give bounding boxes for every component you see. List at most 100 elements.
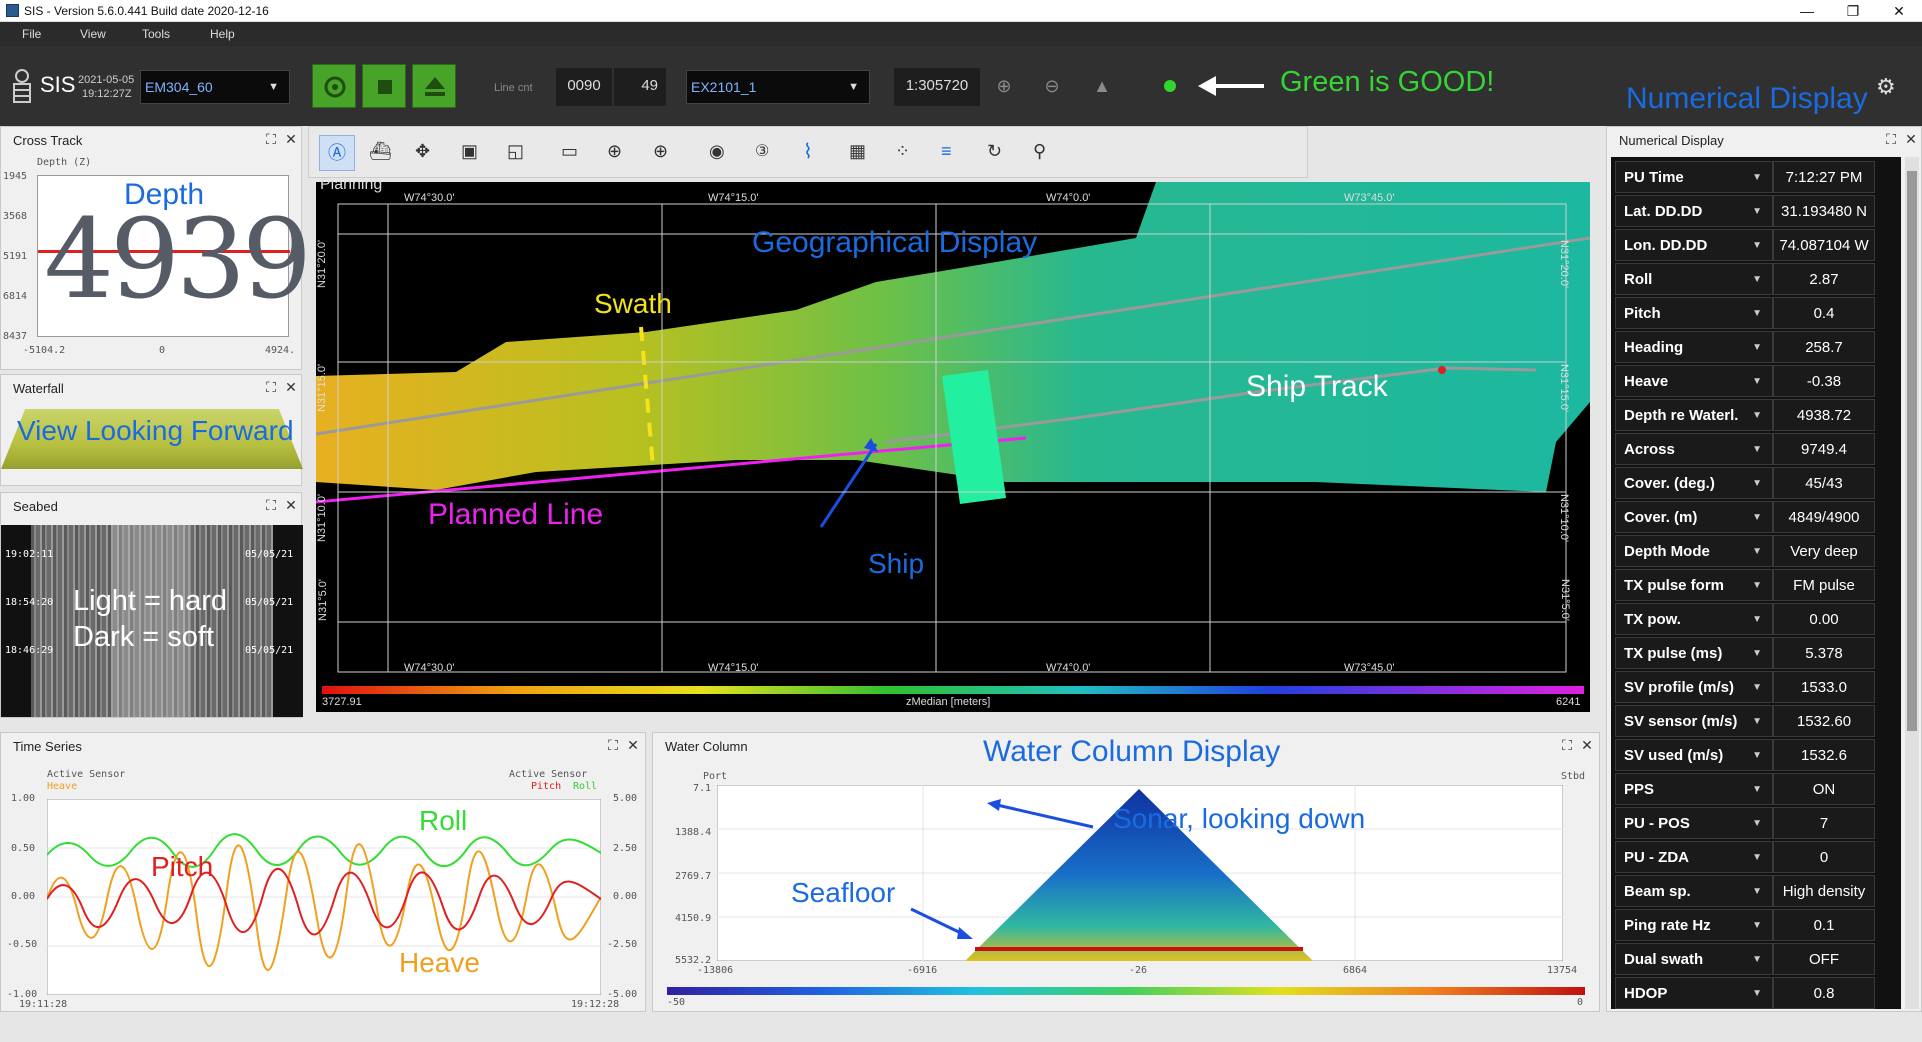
chevron-down-icon[interactable]: ▼ bbox=[1752, 920, 1762, 931]
numerical-row-label[interactable]: HDOP ▼ bbox=[1615, 977, 1773, 1009]
numerical-row-label[interactable]: SV profile (m/s) ▼ bbox=[1615, 671, 1773, 703]
close-icon[interactable]: ✕ bbox=[1905, 131, 1917, 147]
ship-icon[interactable]: ⛴ bbox=[369, 141, 392, 161]
numerical-row-label[interactable]: Ping rate Hz ▼ bbox=[1615, 909, 1773, 941]
menu-help[interactable]: Help bbox=[210, 27, 235, 41]
stop-button[interactable] bbox=[362, 64, 406, 108]
maximize-icon[interactable]: ⛶ bbox=[266, 497, 276, 513]
chevron-down-icon[interactable]: ▼ bbox=[1752, 682, 1762, 693]
chevron-down-icon[interactable]: ▼ bbox=[1752, 614, 1762, 625]
maximize-icon[interactable]: ⛶ bbox=[266, 131, 276, 147]
close-icon[interactable]: ✕ bbox=[285, 379, 297, 395]
minimize-button[interactable]: — bbox=[1800, 3, 1814, 19]
numerical-row-label[interactable]: Lon. DD.DD ▼ bbox=[1615, 229, 1773, 261]
chevron-down-icon[interactable]: ▼ bbox=[1752, 818, 1762, 829]
numerical-row-label[interactable]: Heading ▼ bbox=[1615, 331, 1773, 363]
scrollbar[interactable] bbox=[1905, 157, 1919, 1009]
numerical-row-label[interactable]: PPS ▼ bbox=[1615, 773, 1773, 805]
numerical-row-label-text: Pitch bbox=[1624, 305, 1661, 322]
zoom-out-icon[interactable]: ⊖ bbox=[1044, 76, 1060, 96]
chevron-down-icon[interactable]: ▼ bbox=[1752, 206, 1762, 217]
crosshair-p-icon[interactable]: ⊕ bbox=[653, 141, 669, 161]
numerical-row-label[interactable]: SV used (m/s) ▼ bbox=[1615, 739, 1773, 771]
chevron-down-icon[interactable]: ▼ bbox=[1752, 886, 1762, 897]
auto-icon[interactable]: Ⓐ bbox=[319, 135, 355, 171]
window-icon[interactable]: ▣ bbox=[461, 141, 479, 161]
numerical-row-label-text: Ping rate Hz bbox=[1624, 917, 1711, 934]
numerical-row-label[interactable]: Dual swath ▼ bbox=[1615, 943, 1773, 975]
chevron-down-icon[interactable]: ▼ bbox=[1752, 512, 1762, 523]
numerical-row-label[interactable]: TX pulse (ms) ▼ bbox=[1615, 637, 1773, 669]
sounder-select[interactable]: EM304_60 ▼ bbox=[140, 70, 290, 104]
numerical-row-label[interactable]: TX pow. ▼ bbox=[1615, 603, 1773, 635]
line-chart-icon[interactable]: ⌇ bbox=[803, 141, 813, 163]
crosshair-d-icon[interactable]: ⊕ bbox=[607, 141, 623, 161]
close-icon[interactable]: ✕ bbox=[285, 131, 297, 147]
close-icon[interactable]: ✕ bbox=[1581, 737, 1593, 753]
numerical-row-label[interactable]: Roll ▼ bbox=[1615, 263, 1773, 295]
planning-tab[interactable]: Planning bbox=[320, 176, 383, 193]
chevron-down-icon[interactable]: ▼ bbox=[1752, 852, 1762, 863]
menu-view[interactable]: View bbox=[80, 27, 106, 41]
chevron-down-icon[interactable]: ▼ bbox=[1752, 274, 1762, 285]
start-pinging-button[interactable] bbox=[312, 64, 356, 108]
maximize-icon[interactable]: ⛶ bbox=[608, 737, 618, 753]
chevron-down-icon[interactable]: ▼ bbox=[1752, 546, 1762, 557]
maximize-icon[interactable]: ⛶ bbox=[1562, 737, 1572, 753]
chevron-down-icon[interactable]: ▼ bbox=[1752, 240, 1762, 251]
numerical-row-label[interactable]: Heave ▼ bbox=[1615, 365, 1773, 397]
grid-icon[interactable]: ▦ bbox=[849, 141, 867, 161]
numerical-row-label[interactable]: TX pulse form ▼ bbox=[1615, 569, 1773, 601]
geographical-display[interactable]: Planning bbox=[316, 176, 1590, 712]
numerical-row-label[interactable]: Cover. (deg.) ▼ bbox=[1615, 467, 1773, 499]
chevron-down-icon[interactable]: ▼ bbox=[1752, 444, 1762, 455]
map-pin-icon[interactable]: ⚲ bbox=[1033, 141, 1047, 161]
ruler-icon[interactable]: ▭ bbox=[561, 141, 579, 161]
chevron-down-icon[interactable]: ▼ bbox=[1752, 410, 1762, 421]
chevron-down-icon[interactable]: ▼ bbox=[1752, 580, 1762, 591]
numerical-row-label[interactable]: Beam sp. ▼ bbox=[1615, 875, 1773, 907]
menu-file[interactable]: File bbox=[22, 27, 42, 41]
maximize-icon[interactable]: ⛶ bbox=[1886, 131, 1896, 147]
zoom-in-icon[interactable]: ⊕ bbox=[996, 76, 1012, 96]
numerical-row-label[interactable]: SV sensor (m/s) ▼ bbox=[1615, 705, 1773, 737]
chevron-down-icon[interactable]: ▼ bbox=[1752, 478, 1762, 489]
numerical-row-label[interactable]: Lat. DD.DD ▼ bbox=[1615, 195, 1773, 227]
pan-icon[interactable]: ✥ bbox=[415, 141, 431, 161]
numerical-row-label[interactable]: PU - POS ▼ bbox=[1615, 807, 1773, 839]
numerical-row-label[interactable]: PU Time ▼ bbox=[1615, 161, 1773, 193]
menu-tools[interactable]: Tools bbox=[142, 27, 171, 41]
numerical-row-label[interactable]: Across ▼ bbox=[1615, 433, 1773, 465]
survey-select[interactable]: EX2101_1 ▼ bbox=[686, 70, 870, 104]
close-icon[interactable]: ✕ bbox=[627, 737, 639, 753]
lines-icon[interactable]: ≡ bbox=[941, 141, 952, 161]
chevron-down-icon[interactable]: ▼ bbox=[1752, 308, 1762, 319]
numerical-row-label[interactable]: PU - ZDA ▼ bbox=[1615, 841, 1773, 873]
numerical-row-label[interactable]: Depth Mode ▼ bbox=[1615, 535, 1773, 567]
close-icon[interactable]: ✕ bbox=[285, 497, 297, 513]
chevron-down-icon[interactable]: ▼ bbox=[1752, 172, 1762, 183]
chevron-down-icon[interactable]: ▼ bbox=[1752, 716, 1762, 727]
chevron-down-icon[interactable]: ▼ bbox=[1752, 376, 1762, 387]
3d-icon[interactable]: ③ bbox=[755, 143, 770, 160]
warning-icon[interactable]: ▲ bbox=[1093, 76, 1111, 96]
palette-icon[interactable]: ◉ bbox=[709, 141, 725, 161]
refresh-icon[interactable]: ↻ bbox=[987, 141, 1003, 161]
gear-icon[interactable]: ⚙ bbox=[1876, 74, 1896, 99]
chevron-down-icon[interactable]: ▼ bbox=[1752, 648, 1762, 659]
numerical-row-label[interactable]: Cover. (m) ▼ bbox=[1615, 501, 1773, 533]
points-icon[interactable]: ⁘ bbox=[895, 141, 911, 161]
close-window-button[interactable]: ✕ bbox=[1893, 3, 1905, 19]
chevron-down-icon[interactable]: ▼ bbox=[1752, 784, 1762, 795]
zoom-box-icon[interactable]: ◱ bbox=[507, 141, 525, 161]
maximize-icon[interactable]: ⛶ bbox=[266, 379, 276, 395]
numerical-row-label[interactable]: Depth re Waterl. ▼ bbox=[1615, 399, 1773, 431]
chevron-down-icon[interactable]: ▼ bbox=[1752, 750, 1762, 761]
chevron-down-icon[interactable]: ▼ bbox=[1752, 342, 1762, 353]
scrollbar-thumb[interactable] bbox=[1907, 171, 1917, 731]
restore-button[interactable]: ❐ bbox=[1846, 3, 1860, 19]
log-button[interactable] bbox=[412, 64, 456, 108]
chevron-down-icon[interactable]: ▼ bbox=[1752, 954, 1762, 965]
chevron-down-icon[interactable]: ▼ bbox=[1752, 988, 1762, 999]
numerical-row-label[interactable]: Pitch ▼ bbox=[1615, 297, 1773, 329]
